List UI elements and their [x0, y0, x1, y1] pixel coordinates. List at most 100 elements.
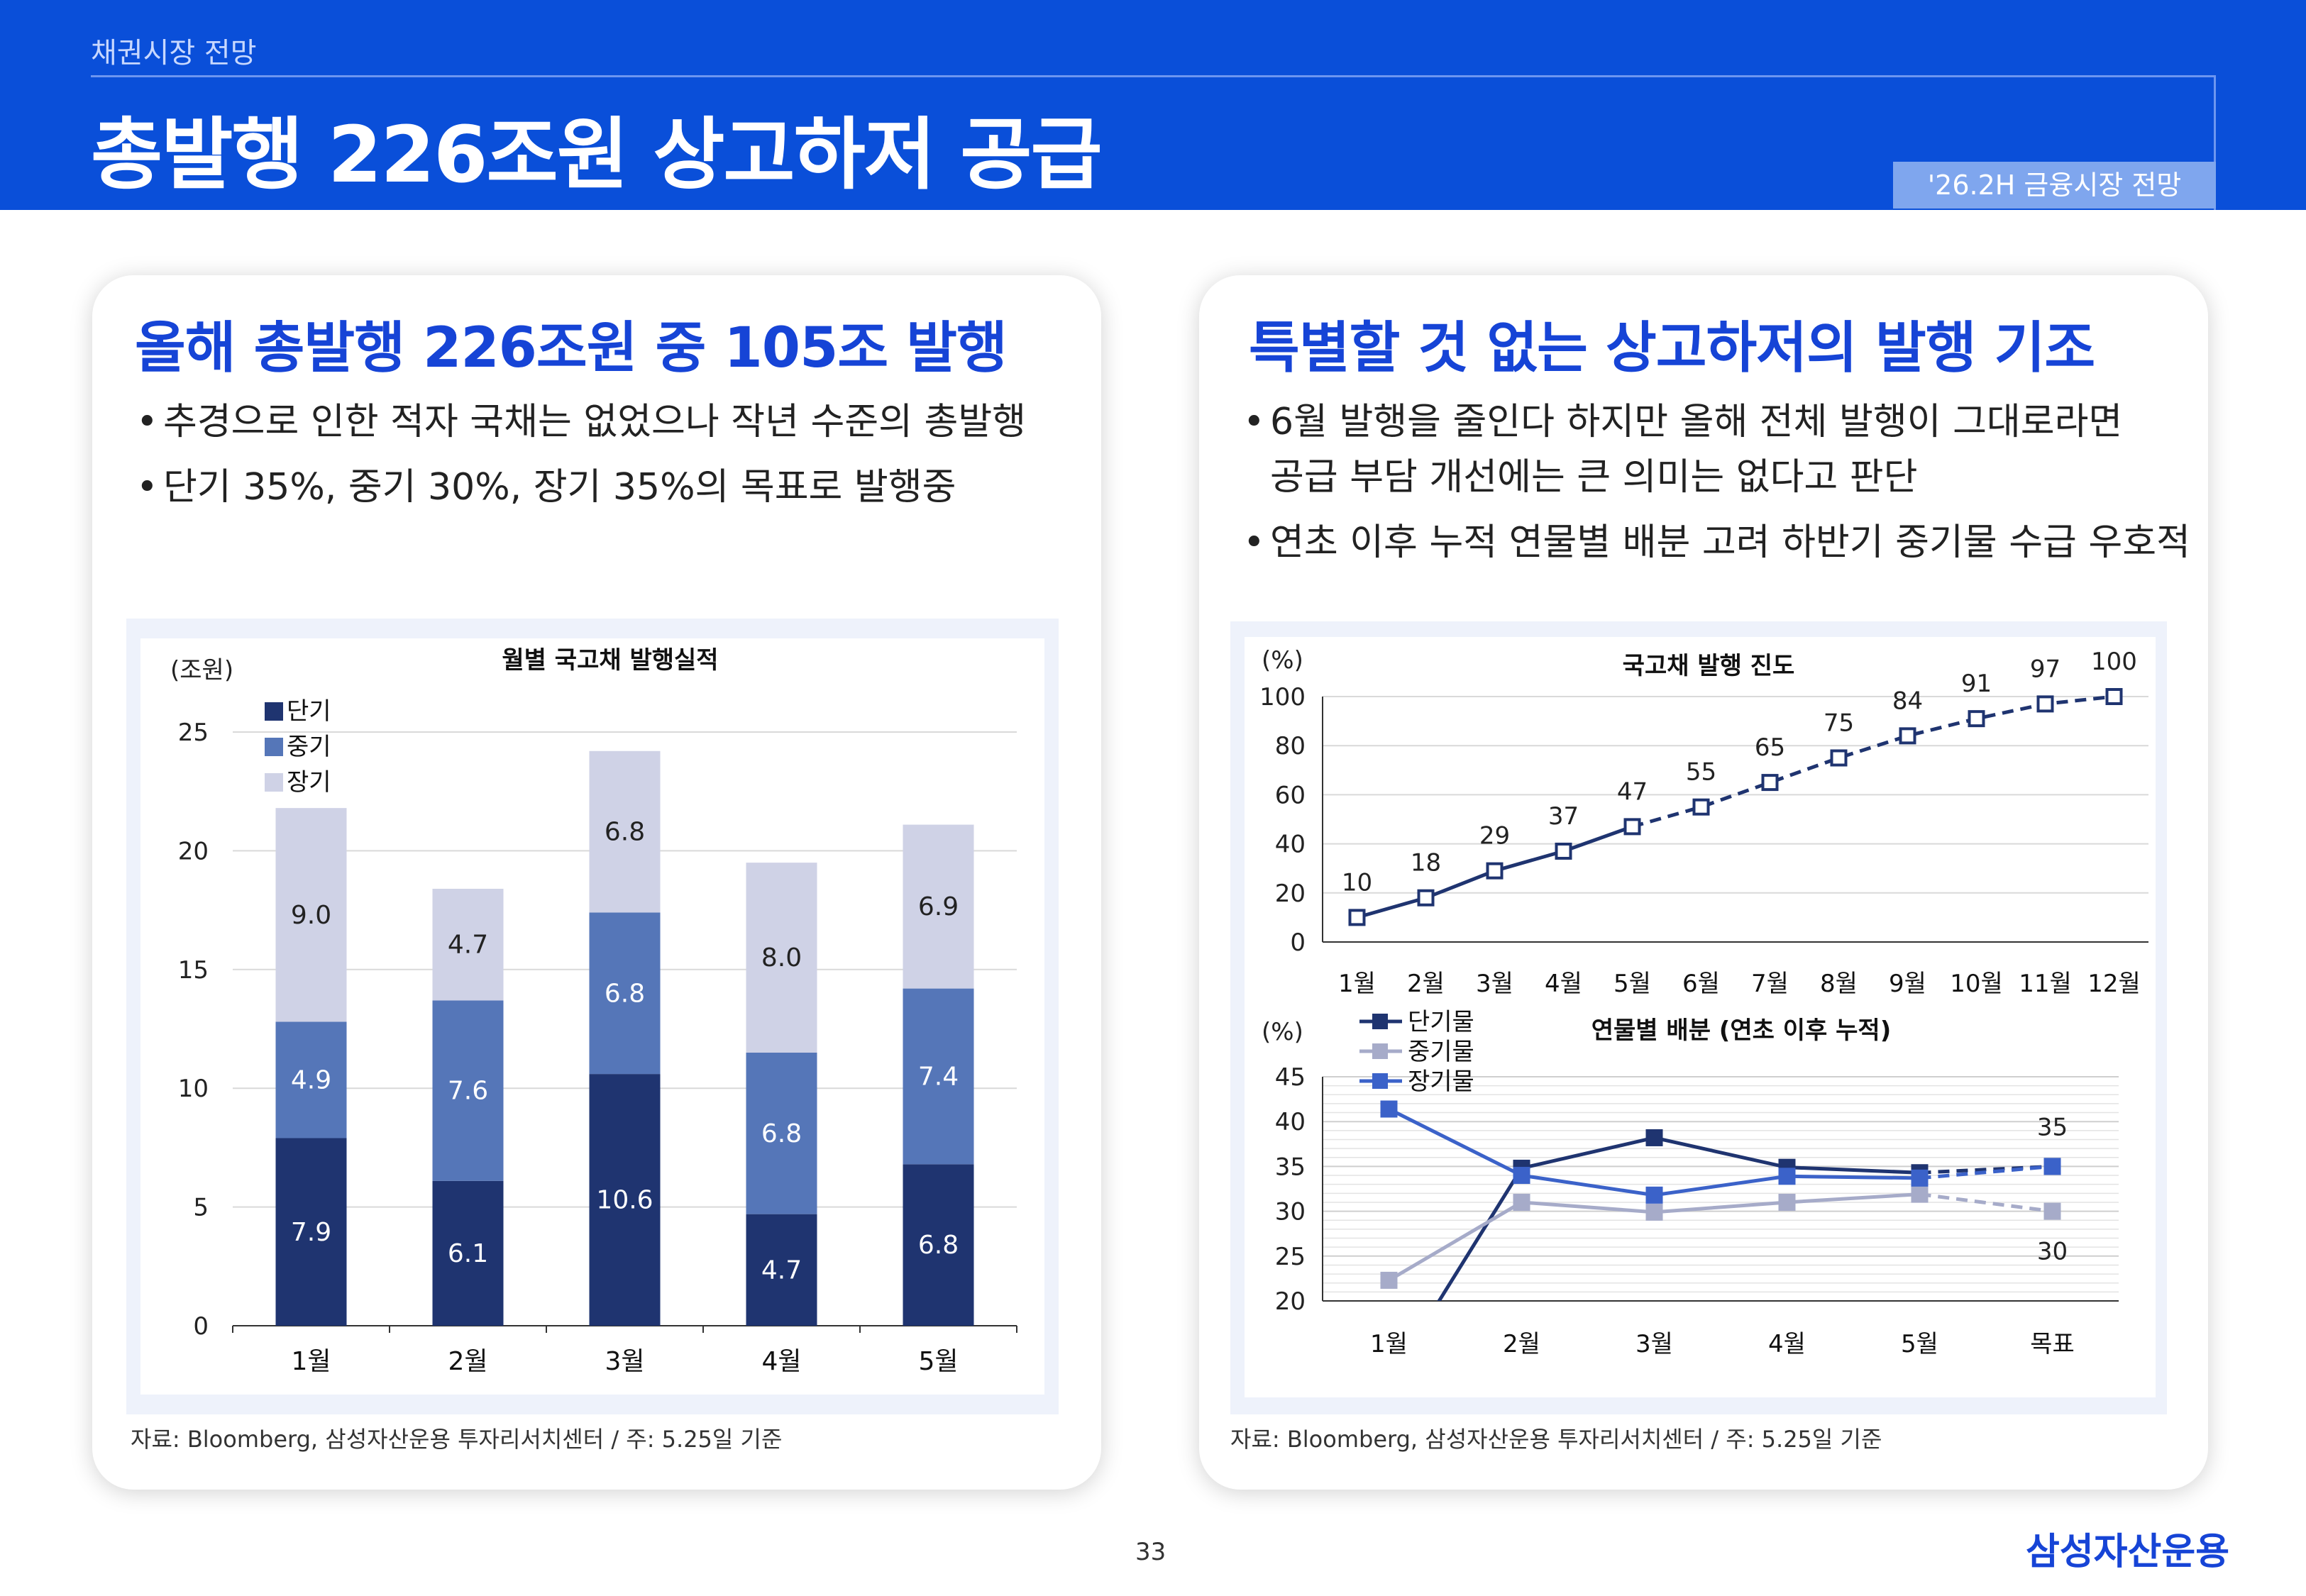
data-label: 6.9: [918, 892, 959, 921]
series-marker-장기물: [1645, 1186, 1663, 1204]
series-marker-중기물: [1380, 1271, 1398, 1289]
series-marker-중기물: [1513, 1193, 1530, 1211]
x-tick-label: 1월: [1370, 1330, 1408, 1358]
progress-marker: [1968, 710, 1985, 728]
progress-marker: [2036, 695, 2054, 713]
x-tick-label: 2월: [1407, 970, 1445, 998]
progress-line-plan: [1631, 694, 2114, 829]
bullet-dot: •: [1243, 521, 1265, 564]
x-tick-label: 3월: [1635, 1330, 1673, 1358]
x-tick-label: 3월: [605, 1347, 644, 1376]
report-badge: '26.2H 금융시장 전망: [1893, 162, 2216, 209]
x-tick-label: 7월: [1751, 970, 1789, 998]
bar-segment-단기: [746, 1214, 817, 1326]
progress-marker: [1417, 889, 1435, 907]
data-label: 8.0: [761, 943, 802, 972]
bar-segment-중기: [589, 912, 661, 1075]
x-tick-label: 1월: [291, 1347, 331, 1376]
y-tick-label: 40: [1275, 831, 1306, 859]
y-tick-label: 0: [1290, 929, 1306, 957]
right-bullet-text: 6월 발행을 줄인다 하지만 올해 전체 발행이 그대로라면: [1270, 401, 2123, 443]
header-rule: [91, 75, 2216, 77]
legend-swatch-중기: [265, 738, 283, 756]
x-tick-label: 10월: [1950, 970, 2003, 998]
bullet-dot: •: [136, 401, 158, 443]
x-tick-label: 5월: [1613, 970, 1651, 998]
series-marker-중기물: [1911, 1185, 1929, 1203]
progress-marker: [2105, 688, 2123, 705]
chart-title: 월별 국고채 발행실적: [502, 646, 718, 675]
x-tick-label: 2월: [1503, 1330, 1540, 1358]
y-unit-label: (조원): [170, 656, 233, 685]
y-tick-label: 0: [193, 1312, 209, 1341]
x-tick-label: 9월: [1889, 970, 1926, 998]
data-label: 6.8: [605, 979, 645, 1008]
x-tick-label: 4월: [761, 1347, 801, 1376]
section-kicker: 채권시장 전망: [91, 37, 257, 70]
y-tick-label: 20: [178, 837, 209, 865]
left-bullet: • 단기 35%, 중기 30%, 장기 35%의 목표로 발행중: [136, 460, 1073, 515]
y-tick-label: 60: [1275, 781, 1306, 809]
left-card: 올해 총발행 226조원 중 105조 발행 • 추경으로 인한 적자 국채는 없…: [92, 275, 1101, 1490]
data-label: 75: [1824, 709, 1854, 738]
y-tick-label: 30: [1275, 1198, 1306, 1226]
legend-label: 장기: [287, 768, 331, 797]
y-tick-label: 20: [1275, 880, 1306, 908]
bar-chart-panel: 월별 국고채 발행실적 (조원) 0 5 10 15 20 25 1월 7.9 4.9 9.0 2월 6.…: [126, 619, 1059, 1414]
bar-segment-장기: [903, 824, 974, 989]
series-marker-장기물: [1380, 1100, 1398, 1118]
progress-marker: [1348, 909, 1366, 926]
series-marker-중기물: [1778, 1193, 1796, 1211]
progress-marker: [1761, 774, 1779, 792]
data-label: 91: [1961, 670, 1992, 698]
data-label: 6.1: [448, 1239, 488, 1268]
legend-marker-단기물: [1372, 1014, 1388, 1029]
data-label: 84: [1892, 687, 1923, 715]
data-label: 7.9: [291, 1218, 331, 1247]
series-marker-장기물: [2043, 1158, 2061, 1175]
y-tick-label: 10: [178, 1075, 209, 1103]
header-rule-vertical: [2214, 75, 2216, 210]
data-label: 4.7: [448, 931, 488, 960]
right-bullet-text: 공급 부담 개선에는 큰 의미는 없다고 판단: [1270, 456, 1918, 499]
x-tick-label: 5월: [1901, 1330, 1938, 1358]
legend-label: 중기: [287, 733, 331, 761]
y-tick-label: 80: [1275, 732, 1306, 760]
left-bullet: • 추경으로 인한 적자 국채는 없었으나 작년 수준의 총발행: [136, 394, 1073, 450]
right-card-heading: 특별할 것 없는 상고하저의 발행 기조: [1249, 316, 2095, 380]
bullet-dot: •: [1243, 401, 1265, 443]
series-marker-장기물: [1513, 1167, 1530, 1185]
left-bullet-text: 추경으로 인한 적자 국채는 없었으나 작년 수준의 총발행: [163, 401, 1027, 443]
legend-marker-장기물: [1372, 1073, 1388, 1089]
x-tick-label: 3월: [1476, 970, 1513, 998]
chart-title: 연물별 배분 (연초 이후 누적): [1591, 1016, 1892, 1045]
right-source-note: 자료: Bloomberg, 삼성자산운용 투자리서치센터 / 주: 5.25일…: [1230, 1426, 1882, 1453]
allocation-lines: [1380, 1100, 2061, 1301]
target-label: 35: [2037, 1113, 2068, 1141]
y-tick-label: 35: [1275, 1153, 1306, 1181]
bar-segment-단기: [275, 1138, 347, 1326]
legend-marker-중기물: [1372, 1043, 1388, 1059]
bar-segment-단기: [432, 1180, 504, 1326]
data-label: 10: [1342, 868, 1372, 897]
series-marker-중기물: [2043, 1202, 2061, 1220]
y-tick-label: 20: [1275, 1287, 1306, 1316]
data-label: 29: [1479, 822, 1510, 850]
header-banner: 채권시장 전망 총발행 226조원 상고하저 공급 '26.2H 금융시장 전망: [0, 0, 2306, 210]
issuance-line-charts: 국고채 발행 진도 (%) 0 20 40 60 80 100 1월 2월 3월 4월 5월 6월 7월 8월…: [1259, 646, 2148, 1358]
bar-segment-중기: [432, 1000, 504, 1181]
legend-label: 단기물: [1408, 1008, 1474, 1036]
data-label: 6.8: [918, 1231, 959, 1260]
bar-segment-장기: [432, 888, 504, 1001]
data-label: 7.4: [918, 1062, 959, 1091]
x-tick-label: 5월: [918, 1347, 958, 1376]
data-label: 6.8: [761, 1119, 802, 1148]
progress-marker: [1899, 727, 1916, 745]
bar-segment-중기: [746, 1052, 817, 1214]
bar-segment-중기: [275, 1021, 347, 1138]
y-tick-label: 40: [1275, 1108, 1306, 1136]
data-label: 4.9: [291, 1065, 331, 1095]
left-bullet-text: 단기 35%, 중기 30%, 장기 35%의 목표로 발행중: [163, 466, 956, 509]
series-marker-장기물: [1911, 1169, 1929, 1187]
right-bullet-text: 연초 이후 누적 연물별 배분 고려 하반기 중기물 수급 우호적: [1270, 521, 2190, 564]
